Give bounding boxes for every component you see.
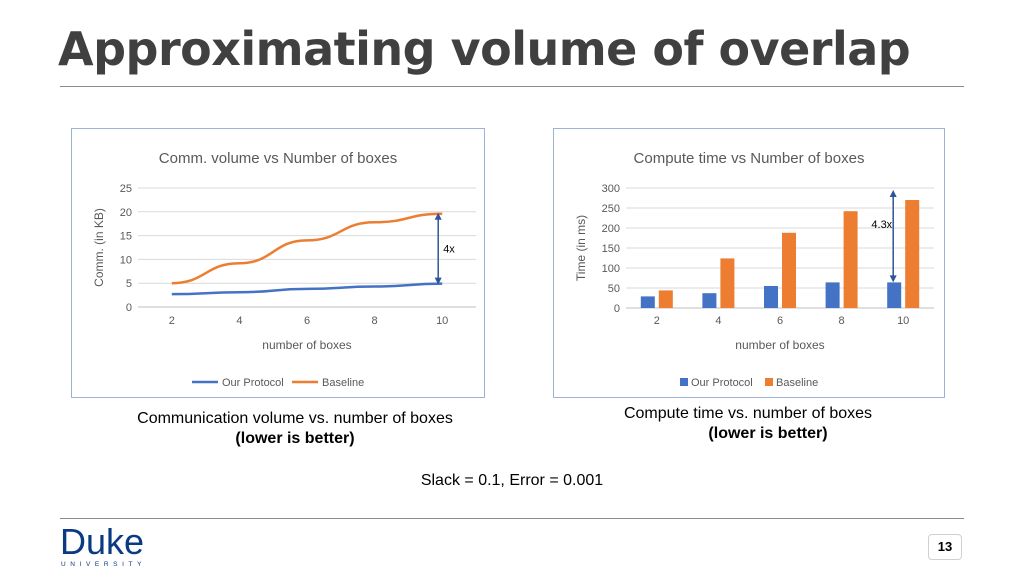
bar-baseline <box>905 200 920 308</box>
y-tick-label: 5 <box>126 278 132 290</box>
bar-our-protocol <box>702 293 717 308</box>
duke-logo-svg: Duke UNIVERSITY <box>60 521 146 568</box>
x-tick-label: 4 <box>715 315 721 327</box>
chart-title: Comm. volume vs Number of boxes <box>159 150 397 167</box>
ratio-annotation: 4x <box>443 244 455 256</box>
x-tick-label: 6 <box>777 315 783 327</box>
bar-our-protocol <box>887 282 902 308</box>
legend-label-our-protocol: Our Protocol <box>691 377 753 389</box>
y-tick-label: 0 <box>614 303 620 315</box>
legend-swatch-baseline <box>765 378 773 386</box>
y-tick-label: 300 <box>602 183 620 195</box>
x-tick-label: 6 <box>304 315 310 327</box>
legend-swatch-our-protocol <box>680 378 688 386</box>
y-tick-label: 0 <box>126 302 132 314</box>
page-number: 13 <box>928 534 962 560</box>
legend-label-baseline: Baseline <box>776 377 818 389</box>
bar-our-protocol <box>825 282 840 308</box>
bar-our-protocol <box>764 286 778 308</box>
y-tick-label: 250 <box>602 203 620 215</box>
bar-baseline <box>782 232 796 308</box>
comm-volume-chart: Comm. volume vs Number of boxes 0 5 10 15 20 2… <box>71 128 485 398</box>
series-line-baseline <box>171 212 443 285</box>
compute-time-chart-svg: Compute time vs Number of boxes 0 50 100 150… <box>574 150 934 389</box>
bar-our-protocol <box>640 296 655 308</box>
x-tick-label: 4 <box>236 315 242 327</box>
x-tick-label: 10 <box>897 315 909 327</box>
ratio-arrow-head-bottom <box>434 277 442 285</box>
x-tick-label: 8 <box>372 315 378 327</box>
series-line-our-protocol <box>171 282 443 296</box>
bar-baseline <box>658 290 673 308</box>
caption-compute-sub: (lower is better) <box>708 425 828 442</box>
x-axis-label: number of boxes <box>735 338 824 352</box>
x-axis-label: number of boxes <box>262 338 351 352</box>
title-divider <box>60 86 964 87</box>
ratio-arrow-head-top <box>889 190 897 197</box>
bar-baseline <box>843 211 858 308</box>
ratio-annotation: 4.3x <box>871 219 892 231</box>
y-tick-label: 25 <box>120 183 132 195</box>
parameters-text: Slack = 0.1, Error = 0.001 <box>420 472 604 489</box>
y-tick-label: 100 <box>602 263 620 275</box>
comm-volume-chart-svg: Comm. volume vs Number of boxes 0 5 10 15 20 2… <box>92 150 476 389</box>
y-tick-label: 20 <box>120 207 132 219</box>
x-tick-label: 10 <box>436 315 448 327</box>
y-tick-label: 150 <box>602 243 620 255</box>
legend-label-baseline: Baseline <box>322 377 364 389</box>
y-tick-label: 15 <box>120 231 132 243</box>
y-tick-label: 50 <box>608 283 620 295</box>
slide-title: Approximating volume of overlap <box>58 22 911 76</box>
y-axis-label: Time (in ms) <box>574 215 588 281</box>
logo-sub: UNIVERSITY <box>61 561 146 568</box>
x-tick-label: 8 <box>839 315 845 327</box>
footer-divider <box>60 518 964 519</box>
x-tick-label: 2 <box>169 315 175 327</box>
bar-baseline <box>720 258 735 308</box>
ratio-arrow-head-top <box>434 212 442 220</box>
logo-word: Duke <box>60 524 144 562</box>
compute-time-chart: Compute time vs Number of boxes 0 50 100 150… <box>553 128 945 398</box>
caption-comm-sub: (lower is better) <box>235 430 355 447</box>
chart-title: Compute time vs Number of boxes <box>634 150 865 167</box>
caption-compute: Compute time vs. number of boxes (lower … <box>578 405 918 443</box>
y-tick-label: 10 <box>120 254 132 266</box>
y-tick-label: 200 <box>602 223 620 235</box>
duke-logo: Duke UNIVERSITY <box>60 521 160 573</box>
legend-label-our-protocol: Our Protocol <box>222 377 284 389</box>
x-tick-label: 2 <box>654 315 660 327</box>
caption-comm: Communication volume vs. number of boxes… <box>105 410 485 448</box>
y-axis-label: Comm. (in KB) <box>92 208 106 287</box>
caption-compute-text: Compute time vs. number of boxes <box>623 405 873 422</box>
caption-comm-text: Communication volume vs. number of boxes <box>137 410 453 427</box>
ratio-arrow-head-bottom <box>889 275 897 283</box>
